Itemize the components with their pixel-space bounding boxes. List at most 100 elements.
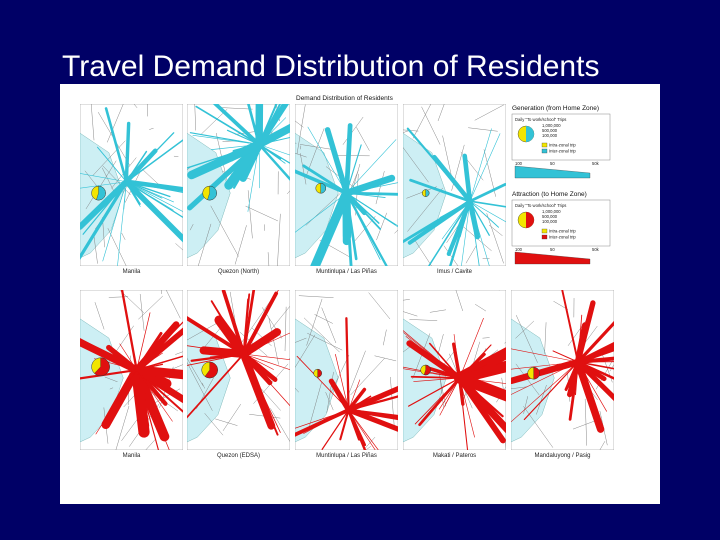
desire-line xyxy=(80,181,127,189)
road-line xyxy=(365,446,371,450)
legend-block: Generation (from Home Zone) Daily "To wor… xyxy=(511,105,611,179)
desire-line xyxy=(123,178,183,243)
trip-pie-slice xyxy=(96,185,106,201)
map-caption: Mandaluyong / Pasig xyxy=(534,453,590,459)
road-line xyxy=(145,438,156,450)
legend-entry: Inter-zonal trip xyxy=(549,149,576,154)
desire-line xyxy=(189,132,260,146)
road-line xyxy=(141,168,161,187)
legend-bar-tick: 50k xyxy=(592,161,600,166)
desire-line xyxy=(209,353,245,359)
desire-line xyxy=(124,148,158,185)
legend-subtitle: Daily "To work/school" Trips xyxy=(515,203,566,208)
desire-line xyxy=(101,365,142,430)
desire-line xyxy=(348,379,361,411)
desire-line xyxy=(469,200,506,223)
desire-line xyxy=(102,181,127,262)
road-line xyxy=(409,319,438,321)
road-line xyxy=(486,213,504,264)
road-line xyxy=(187,322,218,341)
road-line xyxy=(407,187,444,232)
desire-line xyxy=(577,314,583,363)
road-line xyxy=(609,364,614,372)
road-line xyxy=(245,205,278,222)
desire-line xyxy=(454,372,506,402)
road-line xyxy=(109,387,114,390)
desire-line xyxy=(469,133,501,202)
legend-swatch xyxy=(541,142,548,148)
road-line xyxy=(295,120,304,128)
desire-line xyxy=(467,198,481,240)
road-line xyxy=(375,171,385,205)
road-line xyxy=(325,392,334,411)
desire-line xyxy=(469,200,499,228)
map-caption: Manila xyxy=(123,453,141,459)
legend-scale-value: 1,000,000 xyxy=(542,123,561,128)
desire-line xyxy=(80,173,127,183)
legend-bar-tick: 50 xyxy=(550,247,555,252)
desire-line xyxy=(456,374,506,434)
road-line xyxy=(599,441,606,450)
legend-scale-value: 100,000 xyxy=(542,219,558,224)
map-panel: Quezon (North) xyxy=(187,104,290,275)
desire-line xyxy=(576,341,614,364)
desire-line xyxy=(345,385,398,413)
desire-line xyxy=(125,181,183,193)
trip-pie-slice xyxy=(207,185,217,201)
road-line xyxy=(326,371,334,413)
road-line xyxy=(201,382,205,389)
legend-bar-tick: 100 xyxy=(515,161,523,166)
desire-line xyxy=(125,180,141,206)
desire-line xyxy=(131,364,150,438)
road-line xyxy=(219,107,253,110)
desire-line xyxy=(243,353,290,361)
desire-line xyxy=(469,200,490,236)
desire-line xyxy=(345,317,350,412)
desire-line xyxy=(80,178,130,230)
road-line xyxy=(383,329,387,346)
road-line xyxy=(267,252,270,266)
maps-layer: Manila Quezon (North) Muntinlupa / Las Piñ… xyxy=(80,104,614,459)
desire-line xyxy=(131,365,183,380)
road-line xyxy=(274,104,276,109)
desire-line xyxy=(243,332,290,355)
legend-width-bar xyxy=(514,251,591,265)
road-line xyxy=(119,290,144,313)
legend-bar-tick: 50 xyxy=(550,161,555,166)
legend-pie-slice xyxy=(526,126,534,142)
road-line xyxy=(342,116,364,145)
desire-line xyxy=(339,408,350,441)
road-line xyxy=(544,322,547,354)
desire-line xyxy=(136,369,160,450)
desire-line xyxy=(418,376,462,427)
trip-pie-slice xyxy=(533,366,540,380)
road-line xyxy=(356,127,370,151)
desire-line xyxy=(346,139,397,194)
road-line xyxy=(368,292,391,320)
legend-swatch xyxy=(541,234,548,240)
road-line xyxy=(523,406,554,448)
desire-line xyxy=(574,358,605,433)
road-line xyxy=(536,384,547,415)
figure-heading: Demand Distribution of Residents xyxy=(296,95,394,102)
map-caption: Muntinlupa / Las Piñas xyxy=(316,269,377,275)
desire-line xyxy=(511,361,579,423)
road-line xyxy=(85,160,117,210)
desire-line xyxy=(576,360,614,380)
map-panel: Quezon (EDSA) xyxy=(187,290,290,459)
desire-line xyxy=(410,375,461,379)
road-line xyxy=(277,213,281,266)
bay-area xyxy=(511,318,555,443)
road-line xyxy=(108,296,129,298)
road-line xyxy=(298,295,334,298)
trip-pie-slice xyxy=(425,189,430,197)
legend-title: Generation (from Home Zone) xyxy=(512,105,599,112)
map-caption: Manila xyxy=(123,269,141,275)
desire-line xyxy=(136,312,151,371)
desire-line xyxy=(295,169,349,195)
desire-line xyxy=(258,144,290,156)
road-line xyxy=(93,233,98,264)
desire-line xyxy=(576,320,614,364)
road-line xyxy=(90,104,95,141)
map-panel: Muntinlupa / Las Piñas xyxy=(295,104,398,275)
